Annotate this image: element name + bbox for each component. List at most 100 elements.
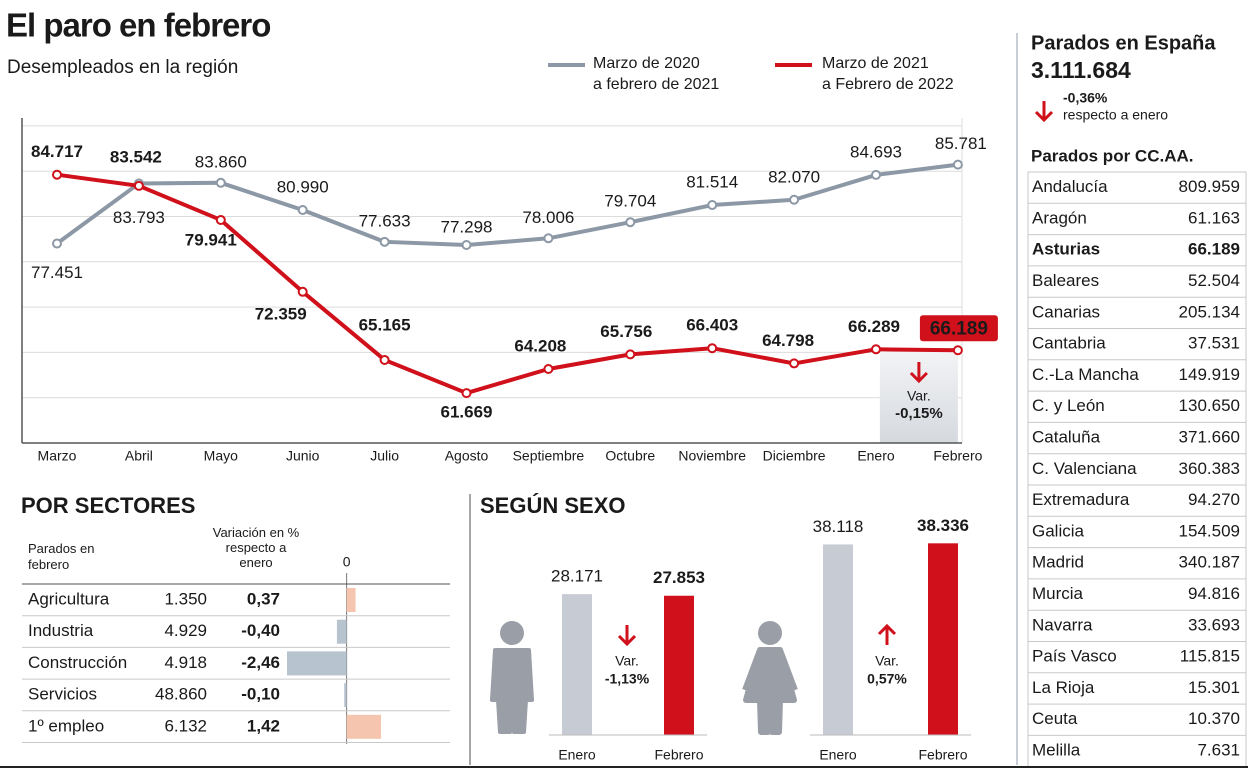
data-point — [543, 233, 554, 244]
value-label: 38.336 — [917, 516, 969, 535]
value-label: 48.860 — [155, 685, 207, 704]
region-name: Murcia — [1032, 584, 1084, 603]
value-label: 1.350 — [164, 589, 207, 608]
value-label: 77.633 — [359, 211, 411, 230]
value-label: 79.704 — [604, 192, 656, 211]
value-label: 27.853 — [653, 568, 705, 587]
value-label: 38.118 — [813, 517, 864, 536]
value-label: 77.451 — [31, 263, 83, 282]
region-value: 52.504 — [1188, 271, 1240, 290]
region-value: 94.270 — [1188, 490, 1240, 509]
series-line — [55, 162, 959, 247]
title: El paro en febrero — [6, 7, 270, 44]
x-tick-label: 0 — [343, 554, 351, 570]
person-icon — [500, 621, 524, 645]
x-tick-label: Septiembre — [513, 448, 585, 464]
value-label: 84.693 — [850, 142, 902, 161]
value-label: 82.070 — [768, 167, 820, 186]
data-point — [625, 349, 636, 360]
region-value: 130.650 — [1179, 396, 1240, 415]
value-label: 66.189 — [930, 318, 988, 339]
region-value: 371.660 — [1179, 428, 1240, 447]
region-value: 115.815 — [1180, 647, 1240, 666]
region-name: Baleares — [1032, 271, 1099, 290]
data-point — [789, 194, 800, 205]
column-header: Parados en febrero — [28, 541, 95, 572]
bar — [344, 683, 347, 708]
value-label: 65.165 — [359, 315, 411, 334]
region-value: 340.187 — [1179, 553, 1240, 572]
region-name: Cataluña — [1032, 428, 1101, 447]
variation-title: Var. — [615, 653, 639, 669]
region-value: 37.531 — [1188, 334, 1240, 353]
region-value: 15.301 — [1188, 678, 1240, 697]
value-label: 4.929 — [164, 621, 207, 640]
value-label: 83.542 — [110, 147, 162, 166]
value-label: 66.289 — [848, 317, 900, 336]
person-icon — [742, 647, 798, 735]
region-name: Madrid — [1032, 553, 1084, 572]
region-value: 7.631 — [1197, 741, 1240, 760]
data-point — [297, 286, 308, 297]
person-icon — [758, 621, 782, 645]
region-value: 360.383 — [1179, 459, 1240, 478]
region-name: C. Valenciana — [1032, 459, 1137, 478]
subtitle: Desempleados en la región — [7, 57, 238, 78]
data-point — [789, 358, 800, 369]
panel-variation-note: respecto a enero — [1063, 107, 1168, 123]
value-label: 78.006 — [522, 208, 574, 227]
x-tick-label: Noviembre — [678, 448, 746, 464]
data-point — [215, 214, 226, 225]
value-label: 83.793 — [113, 208, 165, 227]
section-title: POR SECTORES — [21, 493, 195, 518]
x-tick-label: Enero — [558, 747, 596, 763]
panel-total: 3.111.684 — [1031, 57, 1131, 83]
series-line — [56, 172, 958, 396]
data-point — [52, 169, 62, 180]
data-point — [379, 236, 390, 247]
data-point — [461, 388, 472, 399]
person-icon — [490, 648, 534, 734]
value-label: 79.941 — [185, 230, 237, 249]
bar — [928, 543, 958, 735]
legend-label: Marzo de 2021 a Febrero de 2022 — [822, 55, 954, 93]
arrow-icon — [1034, 101, 1054, 123]
region-name: Galicia — [1032, 521, 1085, 540]
x-tick-label: Julio — [370, 448, 399, 464]
annotation-title: Var. — [907, 388, 931, 404]
region-name: C. y León — [1032, 396, 1105, 415]
data-point — [952, 159, 963, 170]
bar — [562, 594, 592, 735]
data-point — [297, 205, 308, 216]
region-name: País Vasco — [1032, 647, 1117, 666]
panel-title: Parados en España — [1031, 32, 1216, 54]
value-label: 4.918 — [164, 653, 207, 672]
value-label: 61.669 — [441, 403, 493, 422]
value-label: 81.514 — [686, 173, 738, 192]
value-label: 72.359 — [255, 304, 307, 323]
data-point — [871, 344, 881, 355]
region-value: 809.959 — [1179, 177, 1240, 196]
category-label: Agricultura — [28, 589, 110, 608]
x-tick-label: Febrero — [918, 747, 967, 763]
region-name: Cantabria — [1032, 334, 1106, 353]
region-value: 10.370 — [1188, 709, 1240, 728]
x-tick-label: Abril — [125, 448, 153, 464]
x-tick-label: Febrero — [654, 747, 703, 763]
value-label: 1,42 — [247, 716, 280, 735]
data-point — [461, 239, 472, 250]
x-tick-label: Enero — [819, 747, 857, 763]
value-label: 64.798 — [762, 331, 814, 350]
panel-variation: -0,36% — [1063, 90, 1108, 106]
bar — [346, 588, 356, 612]
region-value: 33.693 — [1188, 615, 1240, 634]
x-tick-label: Febrero — [933, 448, 982, 464]
variation-text: 0,57% — [867, 671, 907, 687]
region-name: C.-La Mancha — [1032, 365, 1139, 384]
region-name: Andalucía — [1032, 177, 1108, 196]
region-name: Canarias — [1032, 302, 1100, 321]
category-label: 1º empleo — [28, 716, 104, 735]
region-value: 154.509 — [1179, 521, 1240, 540]
